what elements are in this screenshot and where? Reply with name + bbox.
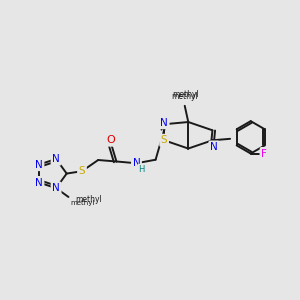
Text: N: N	[210, 142, 218, 152]
Text: N: N	[133, 158, 140, 168]
Text: N: N	[160, 118, 168, 128]
Text: methyl: methyl	[172, 90, 199, 99]
Text: O: O	[107, 135, 116, 145]
Text: methyl: methyl	[70, 200, 94, 206]
Text: methyl: methyl	[75, 195, 102, 204]
Text: S: S	[161, 135, 167, 145]
Text: N: N	[35, 178, 43, 188]
Text: N: N	[52, 154, 60, 164]
Text: N: N	[35, 160, 43, 170]
Text: N: N	[52, 183, 60, 193]
Text: H: H	[139, 165, 145, 174]
Text: methyl: methyl	[171, 92, 198, 100]
Text: F: F	[261, 148, 267, 158]
Text: S: S	[79, 166, 85, 176]
